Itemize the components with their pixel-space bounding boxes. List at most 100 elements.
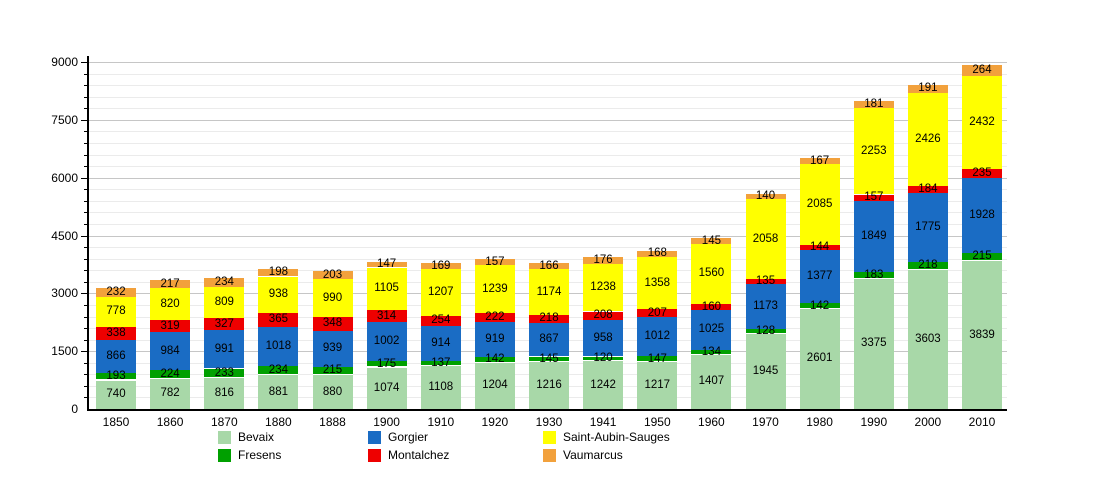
bar-segment-fresens (312, 366, 353, 376)
bar-segment-gorgier (637, 317, 678, 357)
x-tick-label: 1900 (373, 415, 400, 429)
bar-segment-bevaix (366, 367, 407, 409)
bar-segment-vaumarcus (907, 85, 948, 93)
major-gridline (88, 119, 1007, 121)
bar-segment-saint-aubin-sauges (312, 279, 353, 318)
bar-segment-saint-aubin-sauges (637, 257, 678, 310)
bar-value-label: 365 (268, 313, 288, 326)
bar-segment-montalchez (799, 244, 840, 251)
x-tick-label: 1850 (102, 415, 130, 429)
bar-value-label: 881 (268, 385, 288, 398)
bar-value-label: 142 (810, 299, 830, 312)
bar-value-label: 217 (160, 277, 180, 290)
bar-value-label: 2085 (806, 197, 833, 210)
bar-segment-vaumarcus (96, 287, 136, 297)
bar-value-label: 215 (322, 364, 343, 377)
bar-value-label: 208 (593, 309, 613, 321)
x-tick-label: 1970 (752, 415, 779, 429)
y-minor-tick (84, 143, 88, 144)
bar-value-label: 3375 (861, 337, 887, 350)
minor-gridline (88, 223, 1007, 225)
bar-value-label: 235 (972, 167, 992, 180)
bar-value-label: 816 (214, 386, 234, 399)
bar-segment-bevaix (962, 261, 1002, 409)
bar-segment-bevaix (691, 354, 732, 409)
bar-value-label: 233 (214, 366, 234, 379)
bar-value-label: 1238 (590, 281, 616, 294)
bar-value-label: 820 (160, 297, 180, 310)
bar-value-label: 160 (701, 300, 721, 313)
minor-gridline (88, 73, 1007, 75)
bar-segment-bevaix (583, 361, 624, 409)
y-major-tick (81, 119, 88, 121)
bar-value-label: 991 (214, 343, 234, 355)
minor-gridline (88, 200, 1007, 202)
bar-value-label: 203 (322, 268, 343, 281)
bar-value-label: 222 (485, 310, 505, 323)
bar-segment-montalchez (962, 169, 1002, 179)
bar-value-label: 145 (701, 234, 721, 247)
bar-value-label: 1239 (482, 282, 508, 295)
bar-value-label: 3839 (969, 328, 995, 341)
bar-segment-montalchez (529, 314, 569, 324)
bar-segment-saint-aubin-sauges (474, 265, 515, 314)
y-major-tick (81, 351, 88, 353)
bar-segment-gorgier (150, 332, 191, 371)
y-tick-label: 0 (71, 402, 78, 416)
bar-segment-montalchez (907, 186, 948, 194)
bar-value-label: 191 (918, 82, 938, 95)
bar-value-label: 348 (322, 317, 343, 330)
bar-segment-gorgier (204, 330, 245, 369)
bar-value-label: 1207 (428, 286, 454, 299)
bar-segment-vaumarcus (366, 261, 407, 268)
bar-segment-montalchez (745, 278, 786, 284)
bar-segment-bevaix (420, 366, 461, 409)
bar-segment-gorgier (799, 250, 840, 304)
bar-value-label: 234 (268, 364, 288, 376)
bar-segment-saint-aubin-sauges (258, 276, 299, 313)
bar-segment-fresens (474, 357, 515, 363)
bar-segment-gorgier (474, 321, 515, 358)
bar-segment-gorgier (907, 193, 948, 262)
bar-segment-bevaix (799, 308, 840, 409)
x-tick-label: 1930 (535, 415, 563, 429)
y-minor-tick (84, 108, 88, 110)
bar-segment-montalchez (853, 194, 894, 201)
bar-value-label: 938 (268, 288, 288, 301)
bar-value-label: 1242 (590, 378, 616, 391)
bar-segment-montalchez (150, 320, 191, 333)
minor-gridline (88, 189, 1007, 191)
bar-segment-gorgier (853, 200, 894, 272)
major-gridline (88, 235, 1007, 237)
bar-value-label: 958 (593, 331, 613, 344)
bar-value-label: 778 (106, 305, 126, 318)
y-minor-tick (84, 200, 88, 202)
bar-segment-gorgier (96, 339, 136, 373)
bar-value-label: 140 (755, 190, 776, 203)
bar-value-label: 1560 (698, 267, 725, 280)
bar-value-label: 1928 (969, 209, 995, 221)
bar-value-label: 1074 (373, 381, 400, 394)
bar-value-label: 990 (322, 291, 343, 304)
legend-label-saint-aubin-sauges: Saint-Aubin-Sauges (563, 430, 670, 444)
bar-value-label: 254 (431, 314, 451, 327)
bar-value-label: 1174 (536, 285, 562, 298)
bar-value-label: 2426 (915, 132, 941, 145)
bar-value-label: 137 (431, 357, 451, 370)
bar-value-label: 2253 (861, 144, 887, 157)
y-tick-label: 9000 (51, 55, 78, 69)
bar-segment-gorgier (420, 325, 461, 361)
y-major-tick (81, 235, 88, 237)
bar-value-label: 134 (701, 345, 721, 358)
y-minor-tick (84, 281, 88, 283)
major-gridline (88, 62, 1007, 63)
x-tick-label: 1960 (698, 415, 725, 429)
bar-value-label: 145 (539, 352, 559, 365)
legend-label-fresens: Fresens (238, 448, 282, 462)
bar-segment-bevaix (745, 334, 786, 409)
legend-swatch-fresens (218, 449, 231, 462)
y-minor-tick (84, 223, 88, 225)
bar-segment-gorgier (962, 178, 1002, 253)
y-minor-tick (84, 85, 88, 87)
y-minor-tick (84, 189, 88, 191)
